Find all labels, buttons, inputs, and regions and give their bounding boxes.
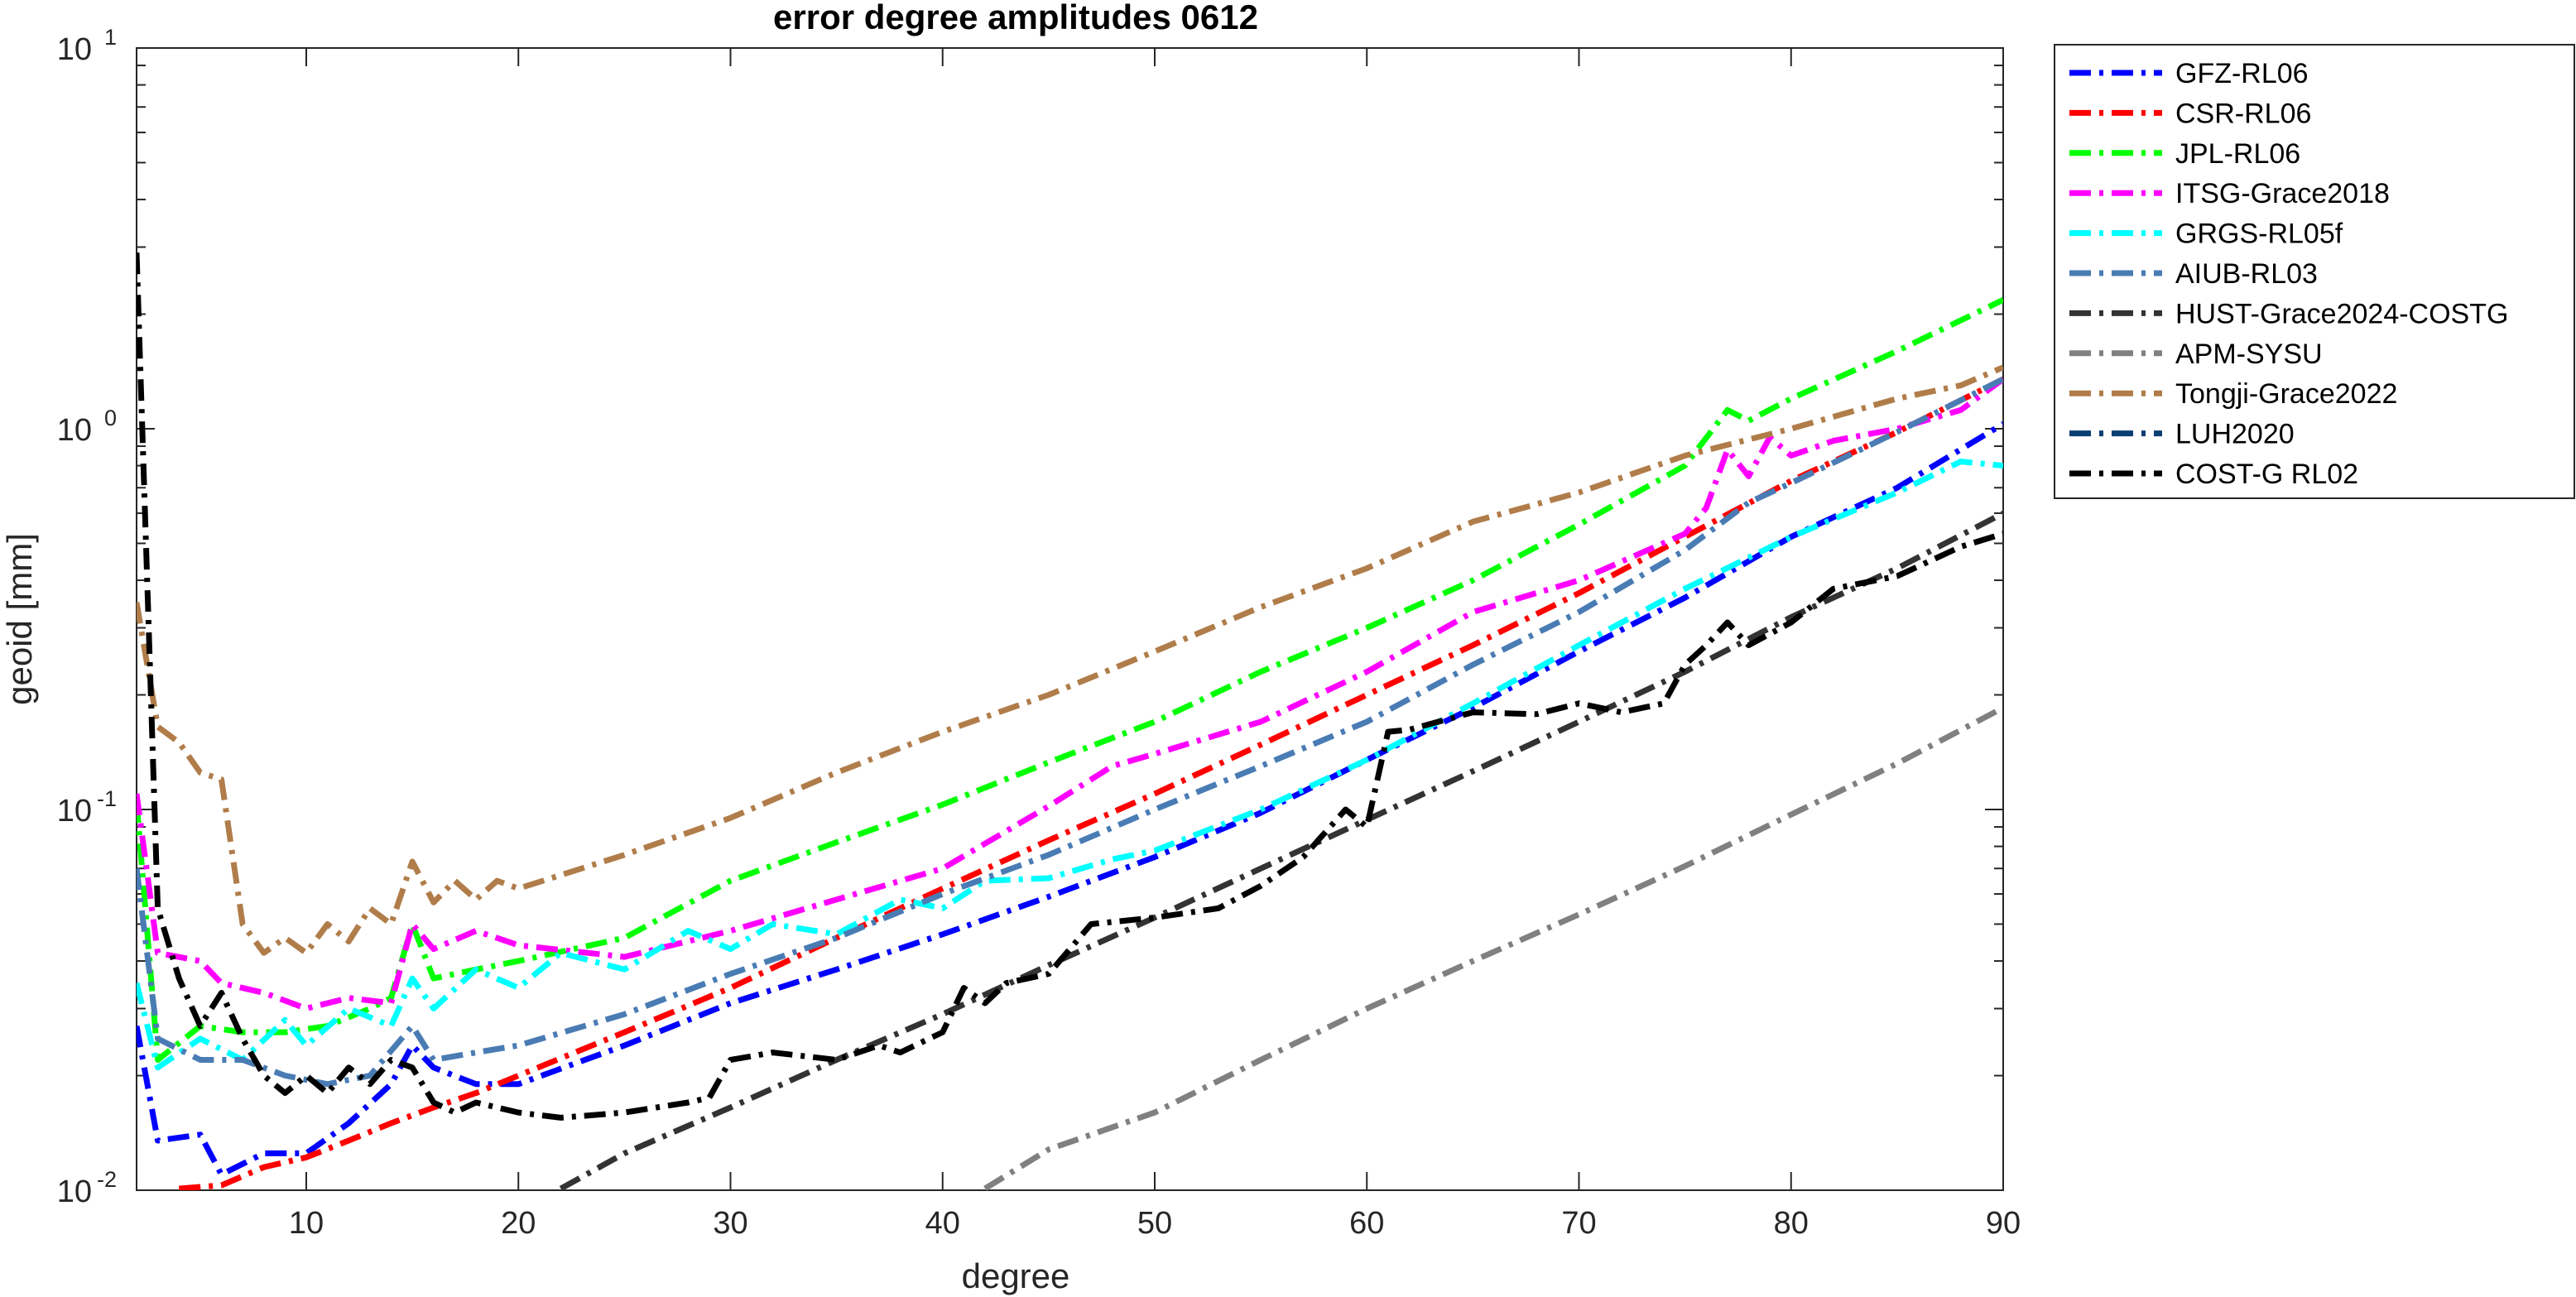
y-tick-exponent: -1 [97,786,117,811]
legend-label: APM-SYSU [2175,339,2323,370]
legend-label: JPL-RL06 [2175,138,2300,170]
series-line-6 [559,510,2003,1190]
series-line-4 [137,459,2003,1071]
legend-label: HUST-Grace2024-COSTG [2175,298,2508,329]
x-tick-label: 80 [1774,1206,1809,1241]
series-line-5 [137,376,2003,1088]
x-tick-label: 30 [713,1206,747,1241]
x-tick-label: 50 [1137,1206,1172,1241]
legend-box [2054,44,2575,499]
plot-area [136,47,2004,1191]
legend-label: ITSG-Grace2018 [2175,178,2390,209]
series-line-8 [137,364,2003,956]
x-tick-label: 40 [925,1206,960,1241]
x-tick-label: 70 [1561,1206,1596,1241]
x-axis-title: degree [962,1256,1070,1295]
legend-label: AIUB-RL03 [2175,258,2318,290]
y-axis-title: geoid [mm] [0,533,39,705]
x-tick-label: 60 [1349,1206,1384,1241]
series-line-3 [137,377,2003,1011]
legend-label: Tongji-Grace2022 [2175,378,2397,410]
legend-label: CSR-RL06 [2175,98,2311,129]
y-tick-exponent: 0 [104,406,117,430]
y-tick-label: 10 [57,413,92,448]
y-tick-label: 10 [57,32,92,67]
x-tick-label: 10 [289,1206,324,1241]
x-tick-label: 20 [501,1206,536,1241]
y-tick-label: 10 [57,1175,92,1209]
legend-label: LUH2020 [2175,419,2295,450]
chart-title: error degree amplitudes 0612 [773,0,1258,36]
legend: GFZ-RL06 CSR-RL06 JPL-RL06 ITSG-Grace2018 GR… [2054,44,2575,499]
y-tick-exponent: 1 [104,25,117,50]
legend-label: COST-G RL02 [2175,459,2358,490]
series-line-7 [983,705,2003,1190]
series-lines [137,252,2003,1190]
series-line-10 [137,252,2003,1121]
legend-label: GFZ-RL06 [2175,58,2309,89]
series-line-2 [137,297,2003,1063]
legend-label: GRGS-RL05f [2175,219,2343,250]
x-tick-label: 90 [1986,1206,2021,1241]
series-line-0 [137,421,2003,1178]
y-tick-label: 10 [57,794,92,829]
y-tick-exponent: -2 [97,1167,117,1192]
